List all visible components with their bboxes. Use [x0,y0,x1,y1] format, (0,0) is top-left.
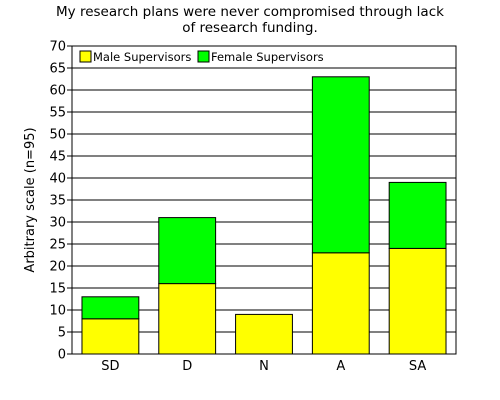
chart-title-line-2: of research funding. [182,20,318,36]
y-tick-label: 15 [49,282,66,297]
axes: 0 5 10 15 20 25 30 35 40 45 50 55 60 65 70 SD D N A SA [49,40,457,374]
x-tick-label: SD [101,359,119,374]
bar-a-series-1 [311,76,370,254]
y-tick-label: 70 [49,40,66,55]
y-tick-label: 5 [58,326,66,341]
bar-sa-series-1 [388,181,447,249]
y-tick-label: 45 [49,150,66,165]
y-tick-label: 30 [49,216,66,231]
bar-sd-series-0 [81,318,140,355]
y-tick-label: 25 [49,238,66,253]
bar-sa-series-0 [388,247,447,355]
y-tick-label: 65 [49,62,66,77]
y-axis-label: Arbitrary scale (n=95) [23,127,38,272]
bar-n-series-0 [235,313,293,355]
y-tick-label: 0 [58,348,66,363]
bar-d-series-1 [158,217,217,285]
y-tick-label: 60 [49,84,66,99]
x-tick-label: SA [409,359,426,374]
legend-swatch [197,50,210,63]
bar-d-series-0 [158,283,217,355]
x-tick-label: D [182,359,192,374]
y-tick-label: 10 [49,304,66,319]
chart-title-line-1: My research plans were never compromised… [56,4,444,20]
y-tick-label: 55 [49,106,66,121]
bar-a-series-0 [311,252,370,355]
legend: Male Supervisors Female Supervisors [73,47,335,67]
y-tick-label: 50 [49,128,66,143]
legend-swatch [79,50,92,63]
plot-frame [71,45,457,355]
bar-sd-series-1 [81,296,140,320]
legend-label: Female Supervisors [211,50,324,64]
legend-label: Male Supervisors [93,50,191,64]
x-tick-label: A [336,359,345,374]
x-tick-label: N [259,359,269,374]
y-tick-label: 35 [49,194,66,209]
y-tick-label: 40 [49,172,66,187]
bars [81,76,447,355]
y-tick-label: 20 [49,260,66,275]
